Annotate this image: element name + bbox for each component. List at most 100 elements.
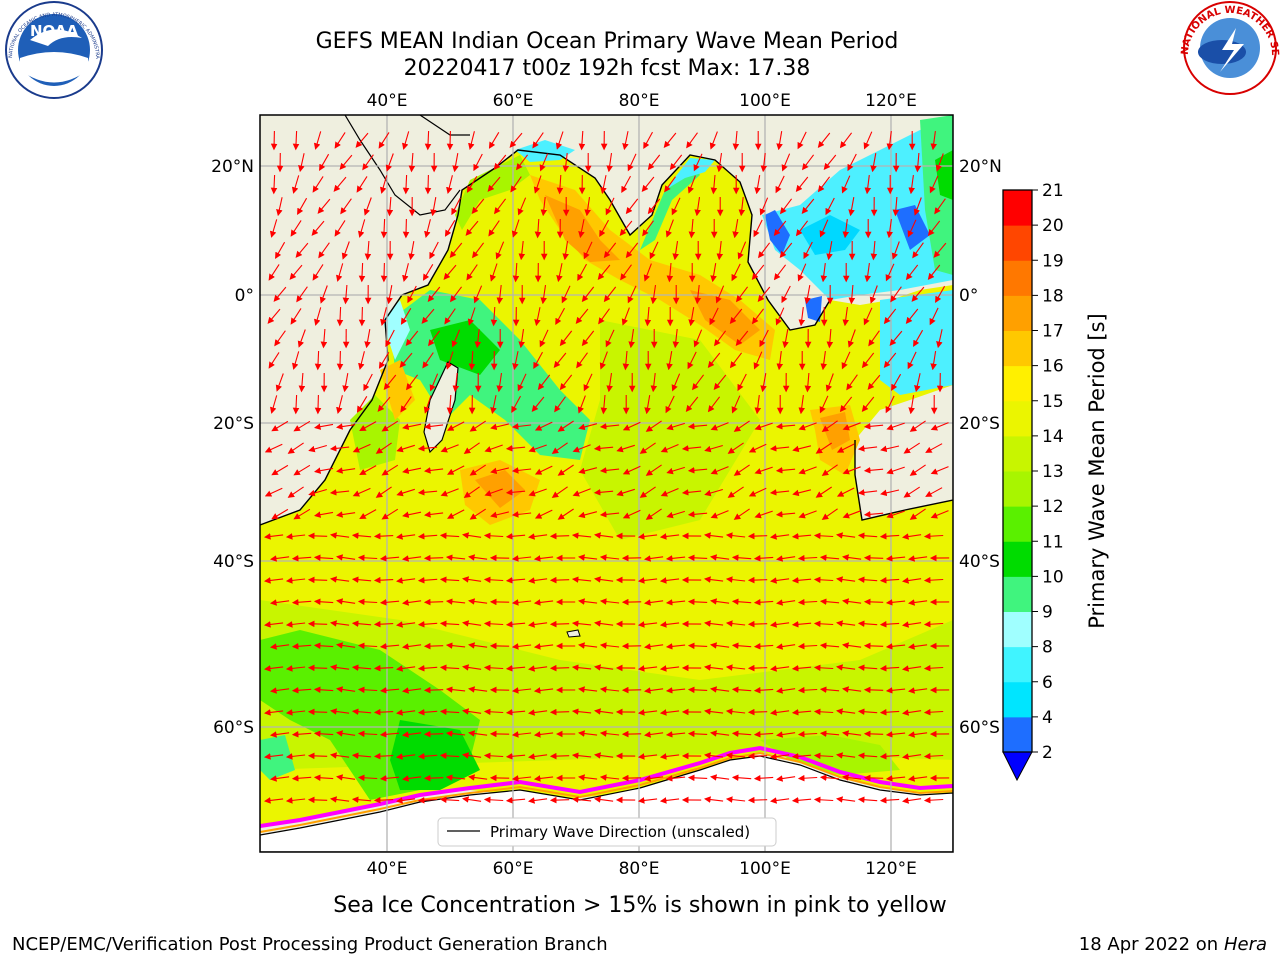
wave-arrow bbox=[643, 643, 664, 650]
wave-arrow bbox=[753, 554, 774, 562]
wave-arrow bbox=[445, 598, 466, 605]
wave-arrow bbox=[820, 263, 828, 283]
wave-arrow bbox=[593, 532, 614, 539]
wave-arrow bbox=[733, 464, 750, 476]
wave-arrow bbox=[769, 533, 790, 540]
lon-tick-top: 120°E bbox=[865, 91, 917, 111]
wave-arrow bbox=[913, 329, 924, 347]
wave-arrow bbox=[929, 307, 939, 326]
wave-arrow bbox=[511, 511, 532, 518]
wave-arrow bbox=[373, 620, 394, 628]
colorbar-tick-label: 12 bbox=[1042, 497, 1064, 517]
wave-arrow bbox=[559, 330, 573, 347]
wave-arrow bbox=[364, 240, 372, 261]
wave-arrow bbox=[863, 642, 884, 650]
wave-arrow bbox=[291, 175, 300, 194]
wave-arrow bbox=[469, 420, 487, 432]
wave-arrow bbox=[307, 664, 328, 672]
wave-arrow bbox=[605, 329, 615, 348]
wave-arrow bbox=[709, 598, 730, 605]
wave-arrow bbox=[308, 488, 327, 497]
wave-arrow bbox=[293, 420, 311, 432]
wave-arrow bbox=[930, 510, 949, 519]
wave-arrow bbox=[505, 709, 526, 716]
wave-arrow bbox=[484, 488, 503, 497]
wave-arrow bbox=[472, 242, 485, 259]
wave-arrow bbox=[883, 352, 897, 369]
wave-arrow bbox=[637, 533, 658, 540]
wave-arrow bbox=[276, 197, 283, 217]
wave-arrow bbox=[505, 797, 526, 804]
wave-arrow bbox=[599, 219, 609, 238]
wave-arrow bbox=[725, 532, 746, 539]
wave-arrow bbox=[451, 197, 461, 216]
wave-arrow bbox=[268, 352, 280, 369]
wave-arrow bbox=[714, 330, 727, 347]
wave-arrow bbox=[517, 373, 527, 392]
wave-arrow bbox=[686, 132, 698, 149]
wave-arrow bbox=[518, 329, 525, 349]
wave-arrow bbox=[599, 467, 620, 474]
wave-arrow bbox=[863, 511, 884, 518]
wave-arrow bbox=[835, 664, 856, 671]
wave-arrow bbox=[424, 174, 432, 195]
wave-arrow bbox=[909, 508, 926, 520]
wave-arrow bbox=[540, 197, 548, 217]
wave-arrow bbox=[703, 620, 724, 627]
wave-arrow bbox=[725, 752, 746, 759]
wave-arrow bbox=[556, 174, 564, 195]
wave-arrow bbox=[672, 241, 679, 261]
wave-arrow bbox=[886, 131, 894, 151]
wave-arrow bbox=[836, 487, 855, 497]
wave-arrow bbox=[593, 620, 614, 627]
wave-arrow bbox=[599, 642, 620, 649]
wave-arrow bbox=[559, 374, 573, 391]
wave-arrow bbox=[891, 241, 900, 260]
wave-arrow bbox=[285, 577, 306, 584]
wave-arrow bbox=[285, 665, 306, 672]
wave-arrow bbox=[417, 489, 438, 496]
wave-arrow bbox=[863, 307, 873, 326]
wave-arrow bbox=[791, 665, 812, 672]
wave-arrow bbox=[798, 307, 806, 327]
wave-arrow bbox=[402, 218, 410, 239]
wave-arrow bbox=[423, 423, 444, 430]
chart-title-line1: GEFS MEAN Indian Ocean Primary Wave Mean… bbox=[316, 29, 899, 54]
wave-arrow bbox=[930, 351, 937, 371]
wave-arrow bbox=[275, 373, 284, 392]
colorbar-tick-label: 6 bbox=[1042, 673, 1053, 693]
wave-arrow bbox=[760, 373, 767, 393]
wave-arrow bbox=[467, 730, 488, 737]
wave-arrow bbox=[549, 708, 570, 716]
wave-arrow bbox=[406, 374, 419, 391]
wave-arrow bbox=[769, 621, 790, 628]
wave-arrow bbox=[400, 396, 412, 413]
lon-tick-top: 80°E bbox=[619, 91, 660, 111]
wave-arrow bbox=[317, 198, 331, 214]
wave-arrow bbox=[628, 329, 635, 349]
wave-arrow bbox=[355, 132, 369, 148]
wave-arrow bbox=[488, 132, 500, 149]
wave-arrow bbox=[402, 174, 410, 195]
wave-arrow bbox=[819, 219, 829, 238]
wave-arrow bbox=[400, 308, 412, 325]
wave-arrow bbox=[583, 373, 593, 392]
wave-arrow bbox=[533, 687, 554, 694]
wave-arrow bbox=[733, 508, 750, 520]
wave-arrow bbox=[841, 598, 862, 605]
wave-arrow bbox=[819, 686, 840, 693]
wave-arrow bbox=[557, 464, 574, 476]
wave-arrow bbox=[709, 774, 730, 781]
wave-arrow bbox=[880, 445, 900, 453]
wave-arrow bbox=[417, 797, 438, 804]
wave-arrow bbox=[909, 420, 926, 432]
wave-arrow bbox=[292, 130, 300, 151]
wave-arrow bbox=[637, 621, 658, 628]
wave-arrow bbox=[703, 532, 724, 539]
wave-arrow bbox=[797, 554, 818, 562]
wave-arrow bbox=[791, 709, 812, 716]
wave-arrow bbox=[474, 329, 482, 349]
wave-arrow bbox=[578, 423, 598, 431]
wave-arrow bbox=[373, 576, 394, 584]
wave-arrow bbox=[864, 175, 872, 195]
